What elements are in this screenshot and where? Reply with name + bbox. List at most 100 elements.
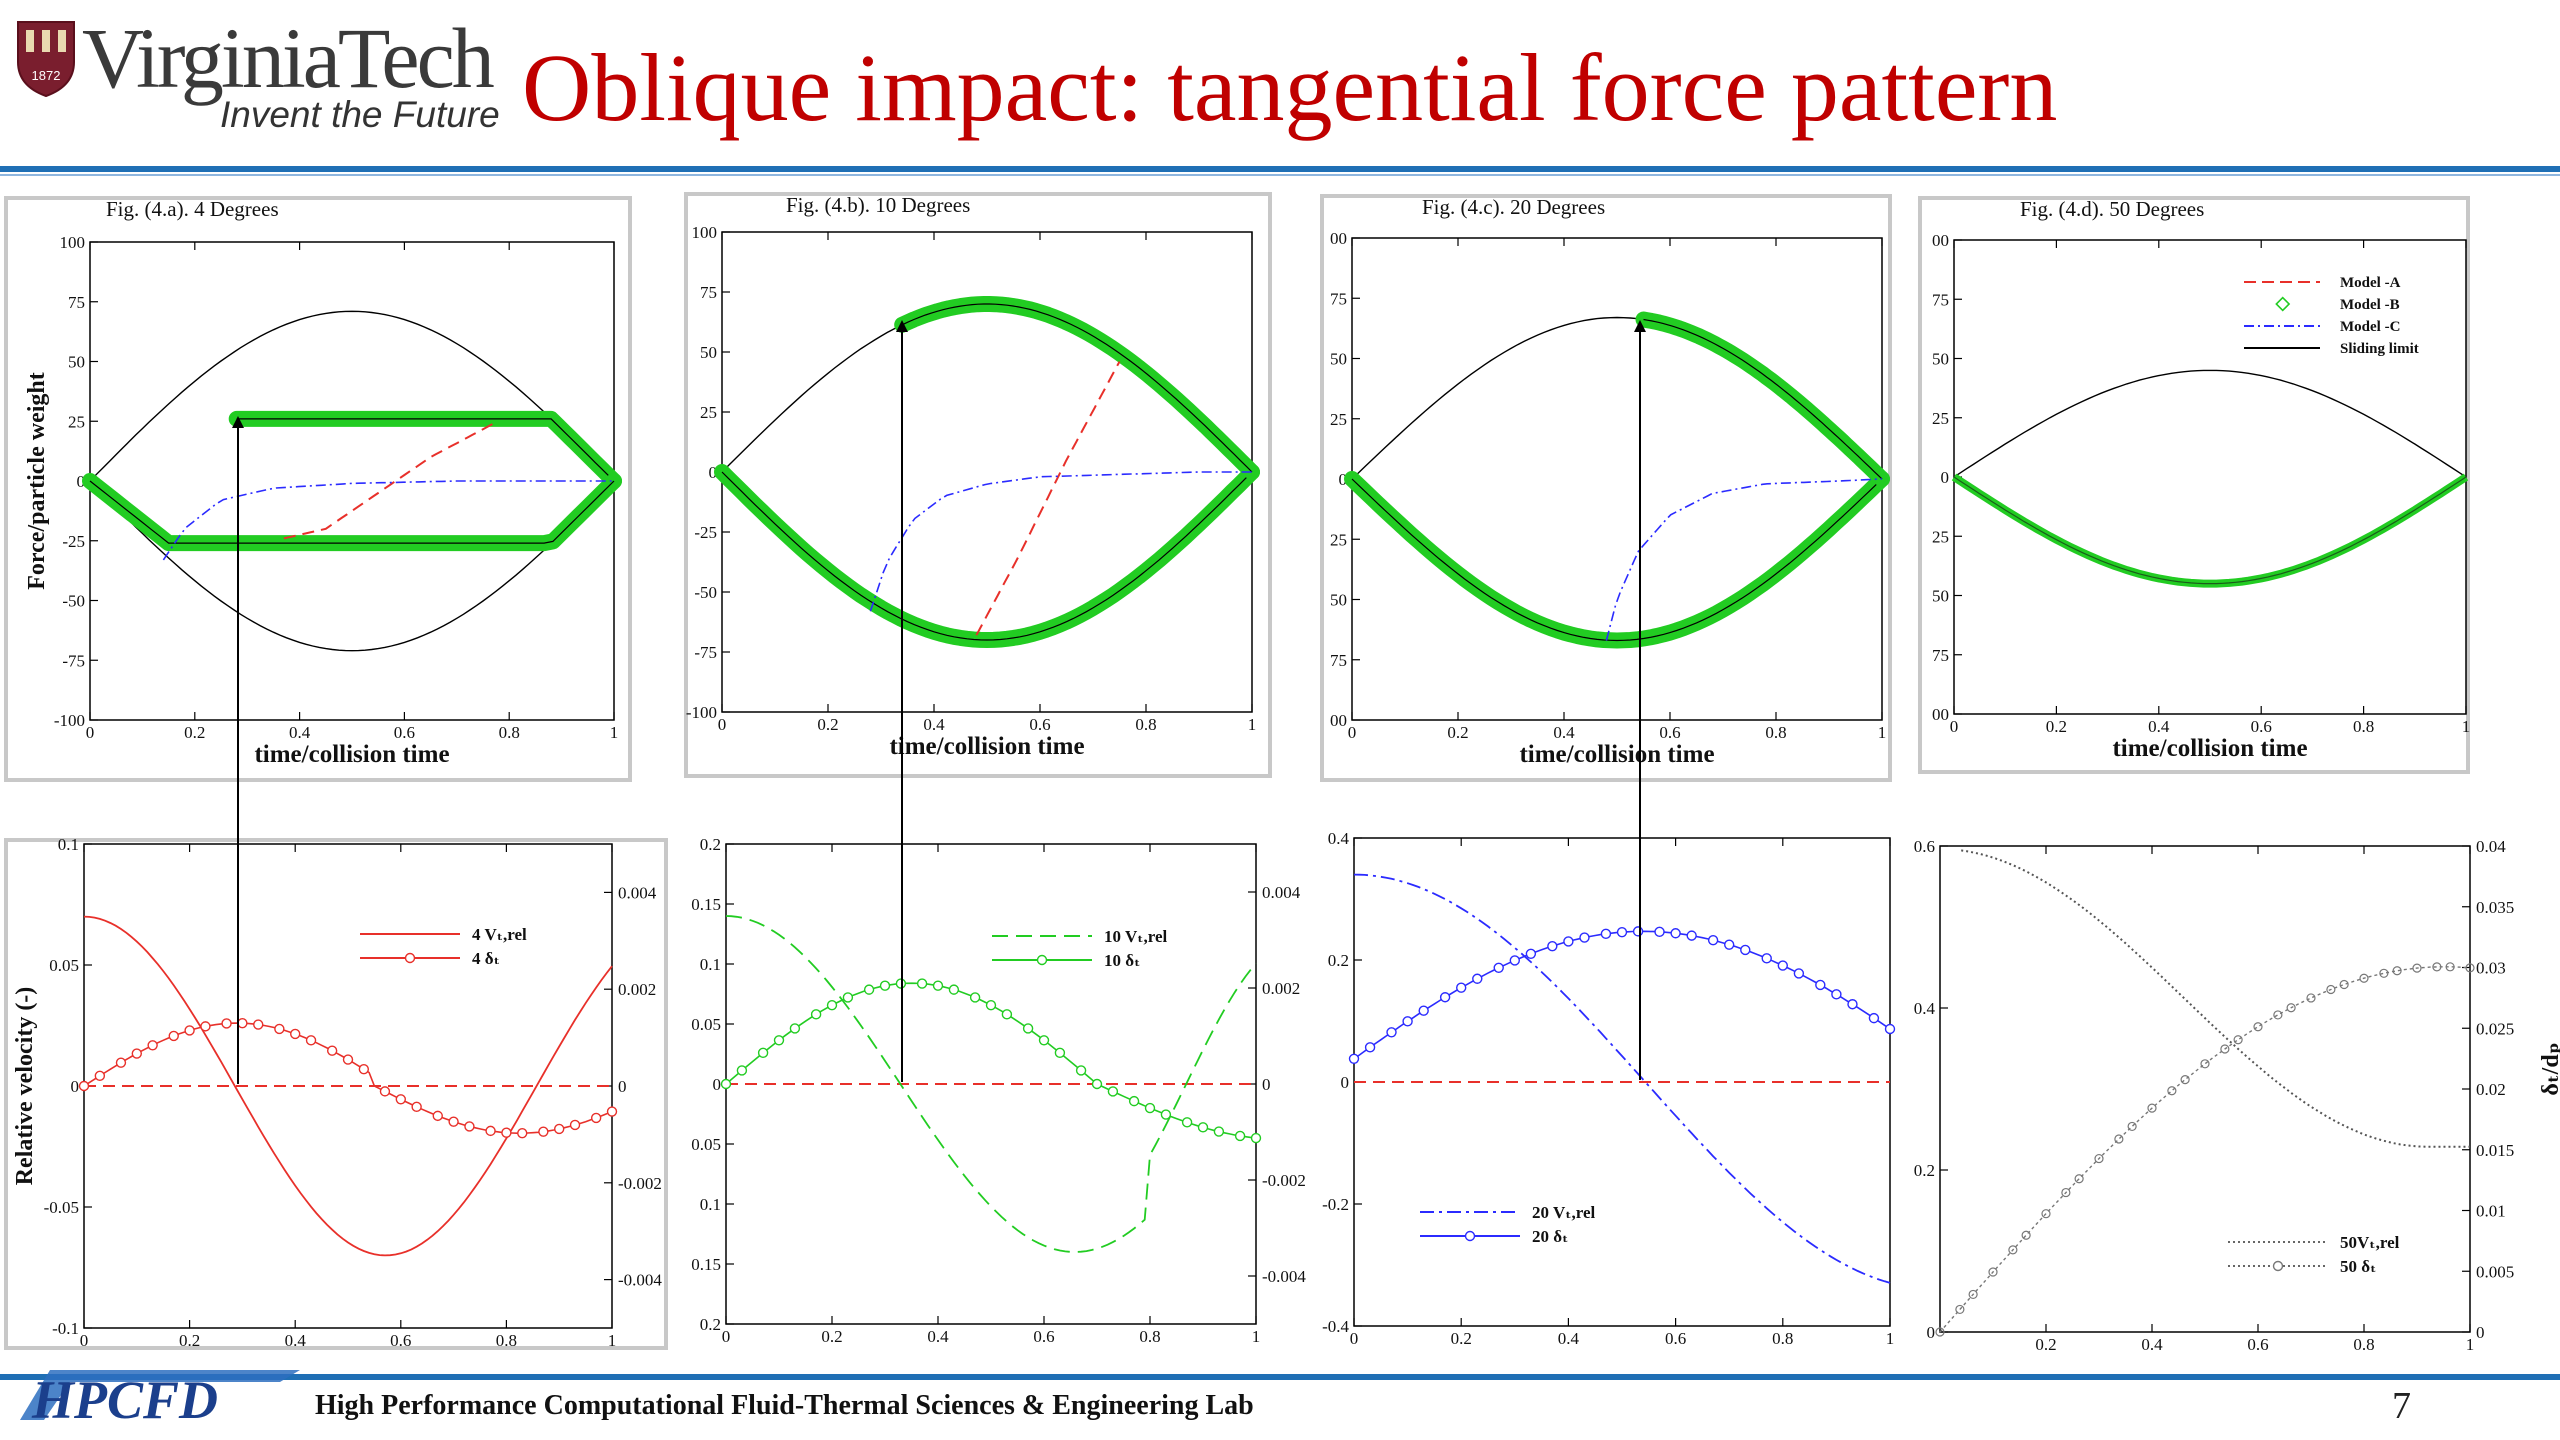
- y-tick-label: 0: [1341, 1073, 1350, 1092]
- y-tick-label: -0.1: [52, 1319, 79, 1338]
- y-axis-label: Relative velocity (-): [12, 987, 38, 1186]
- displacement-marker: [501, 1127, 512, 1138]
- sliding-limit-upper: [89, 310, 615, 482]
- displacement-marker: [969, 992, 981, 1003]
- displacement-marker: [379, 1086, 391, 1097]
- y-tick-label: 0.05: [49, 956, 79, 975]
- displacement-marker: [1723, 939, 1735, 950]
- y-tick-label: 100: [692, 223, 718, 242]
- y-tick-label: -0.2: [1322, 1195, 1349, 1214]
- y2-tick-label: 0.004: [1262, 883, 1301, 902]
- y-tick-label: 0: [1927, 1323, 1936, 1342]
- header-rule: [0, 166, 2560, 172]
- x-tick-label: 0.8: [496, 1331, 517, 1350]
- displacement-marker: [1091, 1078, 1103, 1090]
- arrow-4b-head: [896, 320, 908, 332]
- hpcfd-logo-text: HPCFD: [31, 1370, 218, 1430]
- x-tick-label: 0.4: [1553, 723, 1575, 742]
- model-b-upper-core: [1643, 318, 1883, 480]
- legend-label: Model -B: [2340, 297, 2400, 313]
- y-tick-label: 0.4: [1328, 829, 1350, 848]
- displacement-marker: [147, 1040, 158, 1051]
- displacement-marker: [485, 1125, 496, 1137]
- displacement-marker: [1616, 926, 1628, 938]
- virginia-tech-logo: 1872 VirginiaTech Invent the Future: [14, 10, 504, 144]
- displacement-marker: [2127, 1121, 2137, 1132]
- y-tick-label: 0.2: [700, 1315, 721, 1334]
- x-axis-label: time/collision time: [2112, 735, 2307, 762]
- y-tick-label: 75: [1932, 290, 1949, 309]
- x-tick-label: 0.6: [394, 723, 415, 742]
- displacement-marker: [432, 1110, 443, 1122]
- figure-title: Fig. (4.a). 4 Degrees: [106, 197, 279, 221]
- displacement-marker: [253, 1019, 264, 1030]
- displacement-marker: [2445, 962, 2455, 972]
- x-tick-label: 0: [1348, 723, 1357, 742]
- y2-tick-label: -0.002: [618, 1174, 662, 1193]
- displacement-marker: [1455, 982, 1467, 993]
- displacement-marker: [590, 1112, 602, 1124]
- x-tick-label: 0.4: [923, 715, 945, 734]
- displacement-marker: [2114, 1134, 2124, 1144]
- displacement-marker: [569, 1119, 581, 1131]
- y-tick-label: 00: [1330, 711, 1347, 730]
- displacement-marker: [2061, 1187, 2071, 1198]
- y-tick-label: 0: [77, 472, 86, 491]
- displacement-marker: [863, 984, 875, 995]
- displacement-marker: [1968, 1289, 1978, 1300]
- x-tick-label: 0.6: [1665, 1329, 1686, 1348]
- chart-5c: 0 0.2 0.4 0.6 0.8 1 0.4 0.2 0 -0.2 -0.4 20 Vₜ,rel 20…: [1322, 829, 1896, 1348]
- y-tick-label: -50: [694, 583, 717, 602]
- vt-seal-icon: 1872: [17, 21, 75, 98]
- displacement-marker: [1632, 926, 1644, 937]
- displacement-marker: [1128, 1095, 1140, 1107]
- x-axis-label: time/collision time: [889, 733, 1084, 760]
- displacement-marker: [1493, 962, 1504, 974]
- x-tick-label: 1: [1886, 1329, 1895, 1348]
- y-tick-label: 50: [700, 343, 717, 362]
- displacement-marker: [2008, 1245, 2018, 1255]
- x-tick-label: 0.4: [289, 723, 311, 742]
- displacement-marker: [94, 1070, 106, 1082]
- x-tick-label: 0.4: [285, 1331, 307, 1350]
- displacement-marker: [2379, 968, 2389, 978]
- x-tick-label: 0: [1950, 717, 1959, 736]
- displacement-marker: [1988, 1267, 1998, 1277]
- x-tick-label: 1: [608, 1331, 617, 1350]
- x-tick-label: 0.2: [821, 1327, 842, 1346]
- displacement-marker: [826, 999, 838, 1011]
- x-tick-label: 0.4: [2148, 717, 2170, 736]
- figure-panel-4c: [1320, 194, 1892, 782]
- displacement-marker: [2326, 984, 2336, 995]
- displacement-marker: [1670, 928, 1681, 939]
- model-b-core: [1953, 476, 2467, 585]
- displacement-marker: [1761, 953, 1772, 964]
- displacement-marker: [2021, 1230, 2031, 1240]
- y-tick-label: -75: [694, 643, 717, 662]
- x-tick-label: 0.8: [1139, 1327, 1160, 1346]
- y-tick-label: 100: [60, 233, 86, 252]
- x-tick-label: 0.2: [1451, 1329, 1472, 1348]
- legend-marker: [2272, 1260, 2284, 1272]
- x-tick-label: 0.2: [2035, 1335, 2056, 1354]
- displacement-marker: [1234, 1130, 1246, 1142]
- displacement-marker: [2359, 973, 2369, 983]
- displacement-marker: [1740, 944, 1751, 956]
- displacement-marker: [305, 1035, 317, 1046]
- y2-tick-label: -0.004: [1262, 1267, 1306, 1286]
- x-tick-label: 0: [1350, 1329, 1359, 1348]
- y-tick-label: 00: [1932, 231, 1949, 250]
- displacement-marker: [1868, 1012, 1880, 1024]
- displacement-curve: [1939, 966, 2471, 1333]
- displacement-marker: [1884, 1023, 1896, 1035]
- legend-label: 4 Vₜ,rel: [472, 925, 527, 944]
- legend-label: Sliding limit: [2340, 341, 2419, 357]
- y-tick-label: 50: [1330, 591, 1347, 610]
- y-tick-label: 75: [1932, 646, 1949, 665]
- y2-tick-label: 0.03: [2476, 959, 2506, 978]
- x-tick-label: 1: [2462, 717, 2471, 736]
- displacement-marker: [358, 1063, 370, 1075]
- y-tick-label: 0.05: [691, 1135, 721, 1154]
- x-tick-label: 0.8: [499, 723, 520, 742]
